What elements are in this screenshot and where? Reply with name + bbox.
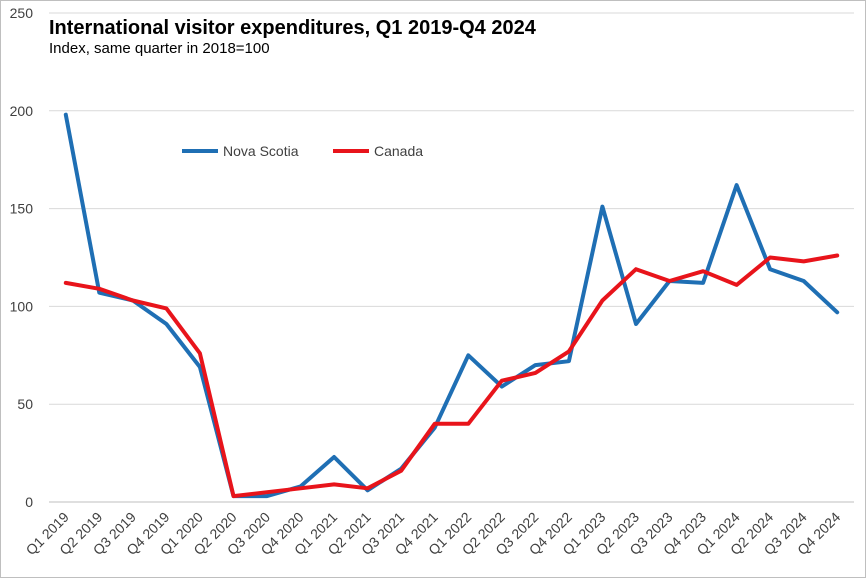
series-line-nova-scotia (66, 115, 837, 496)
y-axis-ticks: 0 50 100 150 200 250 (10, 5, 34, 510)
y-tick-label: 100 (10, 298, 34, 314)
series-lines (66, 115, 837, 496)
legend: Nova Scotia Canada (182, 143, 423, 159)
chart-title: International visitor expenditures, Q1 2… (49, 17, 537, 39)
series-line-canada (66, 256, 837, 497)
legend-label: Canada (374, 143, 423, 159)
gridlines (49, 13, 854, 502)
y-tick-label: 50 (17, 396, 33, 412)
y-tick-label: 0 (25, 494, 33, 510)
legend-label: Nova Scotia (223, 143, 299, 159)
chart-subtitle: Index, same quarter in 2018=100 (49, 40, 270, 57)
y-tick-label: 250 (10, 5, 34, 21)
y-tick-label: 150 (10, 201, 34, 217)
y-tick-label: 200 (10, 103, 34, 119)
